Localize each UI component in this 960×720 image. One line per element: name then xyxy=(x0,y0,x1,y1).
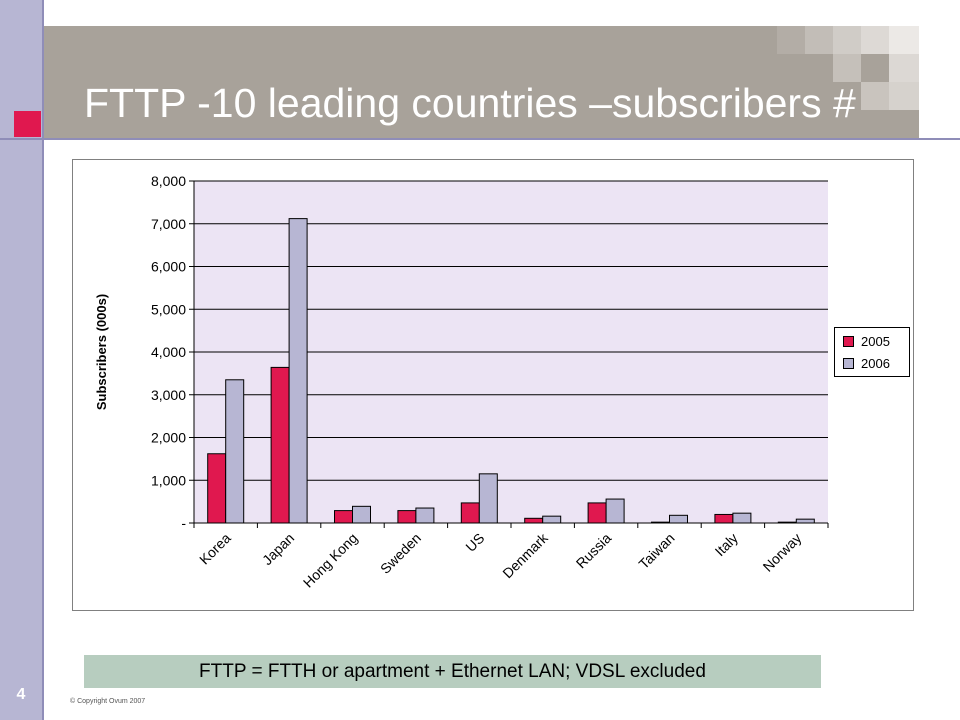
bar-2005 xyxy=(397,510,417,524)
bar-2005 xyxy=(270,366,290,524)
page-title: FTTP -10 leading countries –subscribers … xyxy=(84,80,856,126)
bar-2006 xyxy=(478,473,498,524)
title-band xyxy=(44,26,919,138)
y-tick-label: 2,000 xyxy=(151,430,186,446)
bar-2005 xyxy=(777,521,797,524)
bar-2005 xyxy=(714,513,734,524)
bar-2006 xyxy=(732,512,752,524)
x-tick-label: Italy xyxy=(712,530,741,559)
footnote-box: FTTP = FTTH or apartment + Ethernet LAN;… xyxy=(84,655,821,688)
bar-2006 xyxy=(352,505,371,524)
accent-square xyxy=(14,111,41,137)
x-tick-label: Japan xyxy=(259,530,297,568)
decor-tile xyxy=(833,54,861,82)
y-tick-label: 7,000 xyxy=(151,216,186,232)
bar-2005 xyxy=(207,453,227,524)
x-tick-label: Korea xyxy=(196,530,234,568)
y-axis-title: Subscribers (000s) xyxy=(94,294,109,410)
x-tick-label: Taiwan xyxy=(635,530,677,572)
bar-2006 xyxy=(542,515,562,524)
decor-tile xyxy=(861,26,889,54)
legend-label-2006: 2006 xyxy=(861,355,890,371)
bar-2005 xyxy=(587,502,607,524)
decor-tile xyxy=(833,26,861,54)
y-tick-label: 4,000 xyxy=(151,344,186,360)
decor-tile xyxy=(777,26,805,54)
y-tick-label: 6,000 xyxy=(151,259,186,275)
bar-2006 xyxy=(669,514,688,524)
y-tick-label: 3,000 xyxy=(151,387,186,403)
title-underline xyxy=(0,138,960,140)
y-tick-label: - xyxy=(181,515,186,531)
slide-number: 4 xyxy=(16,686,26,703)
x-tick-label: Sweden xyxy=(377,530,424,577)
decor-tile xyxy=(889,54,919,82)
copyright-notice: © Copyright Ovum 2007 xyxy=(70,698,146,705)
legend-label-2005: 2005 xyxy=(861,333,890,349)
y-tick-label: 1,000 xyxy=(151,472,186,488)
x-tick-label: Hong Kong xyxy=(300,530,361,591)
decor-tile xyxy=(889,26,919,54)
bar-2006 xyxy=(605,498,625,524)
legend-swatch-2006 xyxy=(843,357,854,369)
x-tick-label: Russia xyxy=(573,530,615,572)
bar-2005 xyxy=(460,502,480,524)
decor-tile xyxy=(805,26,833,54)
chart-legend: 2005 2006 xyxy=(834,327,910,377)
bar-2006 xyxy=(288,218,308,524)
bar-2005 xyxy=(524,517,544,524)
left-divider-line xyxy=(42,0,44,720)
left-sidebar-bar xyxy=(0,0,42,720)
decor-tile xyxy=(889,82,919,110)
legend-swatch-2005 xyxy=(843,335,854,347)
bar-2006 xyxy=(415,507,435,524)
bar-2005 xyxy=(334,510,353,524)
x-tick-label: Denmark xyxy=(499,529,551,581)
y-tick-label: 8,000 xyxy=(151,173,186,189)
bar-2006 xyxy=(795,518,815,524)
decor-tile xyxy=(861,82,889,110)
x-tick-label: Norway xyxy=(760,530,805,575)
bar-2005 xyxy=(651,521,670,524)
legend-item-2006: 2006 xyxy=(843,353,890,373)
y-tick-label: 5,000 xyxy=(151,301,186,317)
x-tick-label: US xyxy=(462,530,487,555)
bar-2006 xyxy=(225,379,245,524)
legend-item-2005: 2005 xyxy=(843,331,890,351)
bar-chart: - 1,000 2,000 3,000 4,000 5,000 6,000 7,000 8,00… xyxy=(94,173,829,591)
